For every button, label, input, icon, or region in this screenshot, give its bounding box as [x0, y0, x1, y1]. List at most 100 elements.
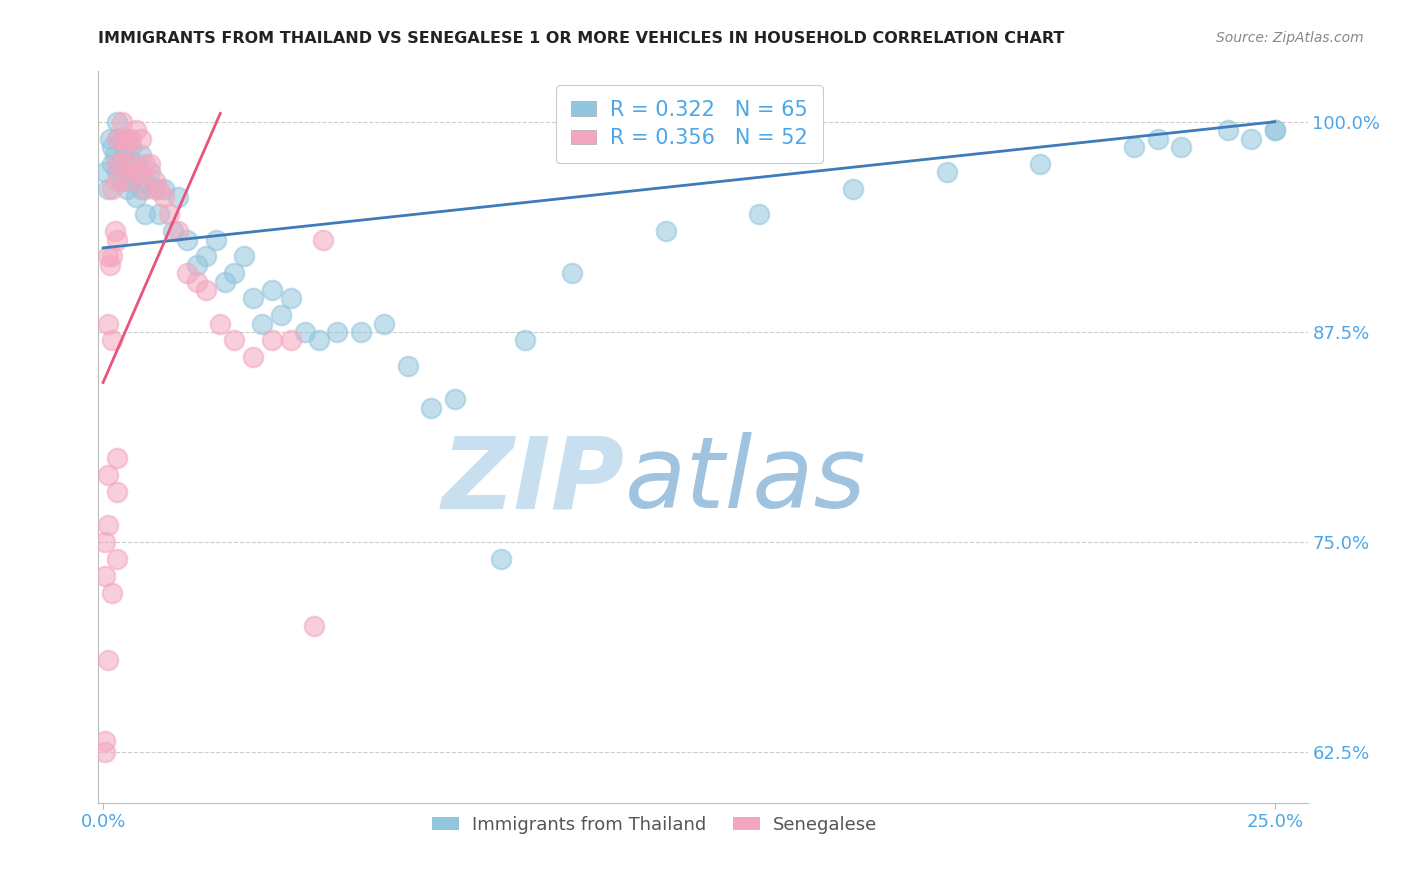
Point — [94, 569, 117, 583]
Point — [654, 224, 676, 238]
Point — [98, 131, 121, 145]
Point — [308, 334, 330, 348]
Point — [105, 552, 128, 566]
Point — [270, 308, 292, 322]
Point — [101, 140, 124, 154]
Point — [561, 266, 583, 280]
Point — [104, 148, 127, 162]
Point — [125, 157, 148, 171]
Point — [134, 157, 156, 171]
Point — [232, 249, 254, 263]
Point — [491, 552, 513, 566]
Point — [93, 535, 115, 549]
Point — [748, 207, 770, 221]
Point — [167, 190, 190, 204]
Point — [115, 165, 138, 179]
Point — [97, 249, 120, 263]
Point — [111, 131, 134, 145]
Point — [93, 745, 115, 759]
Point — [186, 275, 208, 289]
Text: Source: ZipAtlas.com: Source: ZipAtlas.com — [1216, 31, 1364, 45]
Point — [105, 484, 128, 499]
Point — [242, 350, 264, 364]
Point — [1264, 123, 1286, 137]
Point — [108, 157, 131, 171]
Point — [209, 317, 232, 331]
Point — [115, 182, 138, 196]
Point — [224, 266, 246, 280]
Point — [129, 165, 152, 179]
Point — [105, 165, 128, 179]
Legend: Immigrants from Thailand, Senegalese: Immigrants from Thailand, Senegalese — [425, 809, 884, 841]
Point — [105, 174, 128, 188]
Point — [125, 165, 148, 179]
Point — [105, 157, 128, 171]
Point — [148, 207, 170, 221]
Point — [104, 224, 127, 238]
Point — [143, 174, 166, 188]
Point — [120, 157, 142, 171]
Point — [443, 392, 465, 407]
Point — [134, 207, 156, 221]
Point — [260, 334, 283, 348]
Point — [1216, 123, 1239, 137]
Point — [260, 283, 283, 297]
Point — [105, 233, 128, 247]
Point — [97, 518, 120, 533]
Point — [120, 174, 142, 188]
Point — [112, 148, 135, 162]
Point — [153, 190, 176, 204]
Point — [143, 182, 166, 196]
Point — [120, 140, 142, 154]
Point — [115, 174, 138, 188]
Text: IMMIGRANTS FROM THAILAND VS SENEGALESE 1 OR MORE VEHICLES IN HOUSEHOLD CORRELATI: IMMIGRANTS FROM THAILAND VS SENEGALESE 1… — [98, 31, 1064, 46]
Point — [134, 174, 156, 188]
Point — [105, 131, 128, 145]
Point — [101, 334, 124, 348]
Point — [176, 266, 198, 280]
Point — [97, 467, 120, 482]
Point — [105, 451, 128, 466]
Point — [97, 317, 120, 331]
Point — [513, 334, 536, 348]
Point — [111, 174, 134, 188]
Point — [101, 585, 124, 599]
Point — [224, 334, 246, 348]
Point — [94, 733, 117, 747]
Point — [98, 258, 121, 272]
Point — [294, 325, 316, 339]
Point — [252, 317, 274, 331]
Text: ZIP: ZIP — [441, 433, 624, 530]
Point — [350, 325, 373, 339]
Point — [115, 140, 138, 154]
Point — [129, 182, 152, 196]
Point — [1146, 131, 1168, 145]
Point — [167, 224, 190, 238]
Point — [94, 165, 117, 179]
Point — [204, 233, 226, 247]
Point — [195, 283, 218, 297]
Point — [162, 224, 184, 238]
Point — [129, 148, 152, 162]
Point — [935, 165, 957, 179]
Point — [1170, 140, 1192, 154]
Point — [1240, 131, 1263, 145]
Point — [111, 157, 134, 171]
Point — [134, 182, 156, 196]
Point — [214, 275, 236, 289]
Point — [153, 182, 176, 196]
Point — [157, 207, 180, 221]
Point — [312, 233, 335, 247]
Point — [111, 115, 134, 129]
Point — [1029, 157, 1052, 171]
Point — [105, 131, 128, 145]
Point — [111, 131, 134, 145]
Point — [373, 317, 395, 331]
Point — [1123, 140, 1146, 154]
Point — [125, 190, 148, 204]
Point — [842, 182, 865, 196]
Point — [105, 115, 128, 129]
Point — [129, 131, 152, 145]
Point — [125, 123, 148, 137]
Point — [280, 291, 302, 305]
